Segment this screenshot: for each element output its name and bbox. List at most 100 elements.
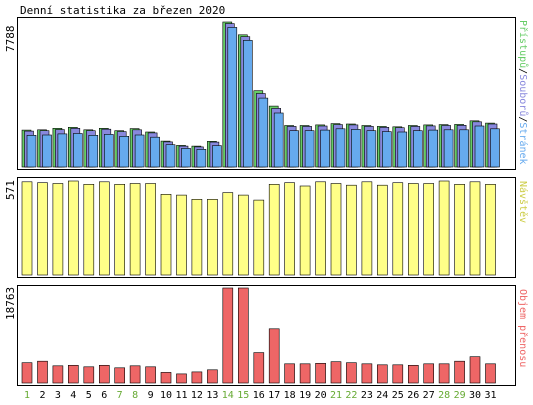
day-label-3: 3 (55, 390, 61, 401)
day-label-30: 30 (469, 390, 481, 401)
kbytes-bar-day-2 (37, 360, 48, 384)
visits-bar-day-29 (454, 184, 465, 276)
kbytes-bar-day-14 (222, 287, 234, 384)
traffic-ymax-label: 7788 (4, 26, 17, 53)
kbytes-bar-day-17 (268, 328, 280, 384)
kbytes-bar-day-19 (299, 363, 311, 384)
day-label-4: 4 (70, 390, 76, 401)
day-label-5: 5 (86, 390, 92, 401)
day-label-24: 24 (376, 390, 388, 401)
day-label-10: 10 (160, 390, 172, 401)
kbytes-bar-day-3 (52, 365, 64, 384)
pages-bar-day-25 (397, 131, 408, 168)
day-label-15: 15 (237, 390, 249, 401)
kbytes-bar-day-27 (423, 363, 435, 384)
day-label-1: 1 (24, 390, 30, 401)
visits-bar-day-22 (346, 184, 357, 276)
visits-bar-day-18 (284, 182, 295, 276)
pages-bar-day-20 (320, 129, 330, 168)
legend-separator-1: / (517, 68, 528, 74)
visits-bar-day-31 (485, 184, 496, 276)
day-label-6: 6 (101, 390, 107, 401)
kbytes-bar-day-30 (469, 356, 481, 384)
traffic-legend: Přístupů/Souborů/Stránek (517, 20, 529, 165)
kbytes-bar-day-16 (253, 352, 265, 384)
pages-bar-day-12 (196, 149, 207, 168)
traffic-panel-frame (17, 17, 516, 170)
day-label-28: 28 (438, 390, 450, 401)
day-label-20: 20 (315, 390, 327, 401)
day-label-7: 7 (117, 390, 123, 401)
pages-bar-day-17 (273, 112, 284, 168)
day-label-26: 26 (407, 390, 419, 401)
kbytes-bar-day-15 (238, 287, 249, 384)
visits-bar-day-11 (176, 194, 187, 276)
kbytes-bar-day-9 (145, 366, 156, 384)
pages-bar-day-6 (104, 134, 114, 168)
pages-bar-day-8 (134, 134, 145, 168)
visits-bar-day-25 (392, 182, 404, 276)
visits-legend: Návštěv (517, 181, 529, 223)
kbytes-bar-day-1 (21, 362, 33, 384)
visits-bar-day-8 (129, 183, 141, 276)
pages-bar-day-29 (459, 129, 469, 168)
day-label-25: 25 (392, 390, 404, 401)
day-label-29: 29 (454, 390, 466, 401)
day-label-22: 22 (345, 390, 357, 401)
pages-bar-day-4 (73, 133, 83, 168)
day-label-13: 13 (206, 390, 218, 401)
kbytes-bar-day-11 (176, 373, 187, 384)
visits-bar-day-27 (423, 183, 435, 276)
kbytes-bar-day-6 (99, 364, 110, 384)
kbytes-bars (21, 287, 496, 384)
kbytes-legend: Objem přenosu (517, 289, 529, 367)
visits-bar-day-15 (238, 194, 249, 276)
day-label-9: 9 (148, 390, 154, 401)
visits-bar-day-7 (114, 184, 125, 276)
traffic-bars (21, 21, 500, 168)
pages-bar-day-27 (428, 129, 439, 168)
kbytes-bar-day-7 (114, 367, 125, 384)
day-labels: 1 2 3 4 5 6 7 8 9 10 11 12 13 14 15 16 17 18 19 20 21 22 23 24 2… (24, 390, 497, 401)
visits-bar-day-9 (145, 183, 156, 276)
day-label-17: 17 (268, 390, 280, 401)
legend-files: Souborů (517, 74, 529, 116)
pages-bar-day-5 (88, 135, 99, 168)
kbytes-bar-day-13 (207, 369, 218, 384)
visits-bar-day-3 (52, 183, 64, 276)
visits-ymax-label: 571 (4, 180, 17, 200)
visits-bar-day-16 (253, 199, 265, 276)
day-label-11: 11 (175, 390, 187, 401)
kbytes-bar-day-28 (438, 363, 450, 384)
kbytes-bar-day-21 (330, 361, 342, 384)
visits-panel-frame (17, 177, 516, 278)
day-label-14: 14 (222, 390, 234, 401)
visits-bar-day-24 (376, 184, 388, 276)
day-label-16: 16 (253, 390, 265, 401)
kbytes-bar-day-26 (407, 364, 419, 384)
pages-bar-day-1 (26, 135, 37, 168)
pages-bar-day-13 (212, 145, 222, 168)
day-label-31: 31 (484, 390, 496, 401)
kbytes-bar-day-29 (454, 360, 465, 384)
legend-pages: Stránek (517, 122, 529, 164)
pages-bar-day-31 (490, 128, 500, 168)
pages-bar-day-26 (412, 130, 423, 168)
kbytes-bar-day-8 (129, 365, 141, 384)
visits-bar-day-5 (83, 184, 95, 276)
visits-bar-day-10 (160, 194, 172, 276)
visits-bar-day-28 (438, 180, 450, 276)
kbytes-bar-day-10 (160, 372, 172, 384)
kbytes-bar-day-20 (315, 362, 326, 384)
visits-bar-day-26 (407, 183, 419, 276)
kbytes-bar-day-18 (284, 363, 295, 384)
kbytes-bar-day-24 (376, 364, 388, 384)
visits-bar-day-23 (361, 181, 373, 276)
kbytes-ymax-label: 18763 (4, 287, 17, 320)
legend-hits: Přístupů (517, 20, 529, 68)
pages-bar-day-21 (335, 128, 346, 168)
pages-bar-day-30 (474, 125, 485, 168)
chart-title: Denní statistika za březen 2020 (20, 4, 225, 17)
pages-bar-day-14 (227, 27, 238, 168)
